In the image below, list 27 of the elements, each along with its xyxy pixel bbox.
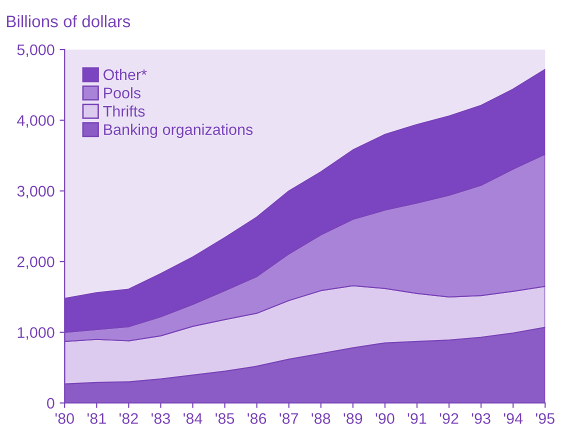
y-tick-label: 2,000 xyxy=(17,256,54,270)
y-tick-label: 3,000 xyxy=(17,186,54,198)
y-tick-label: 1,000 xyxy=(18,327,54,340)
x-tick-label: '90 xyxy=(376,413,394,424)
y-axis-title: Billions of dollars xyxy=(6,15,130,28)
x-tick-label: '93 xyxy=(472,413,490,424)
legend-label: Pools xyxy=(104,87,140,98)
x-tick-label: '94 xyxy=(504,413,523,424)
x-tick-label: '80 xyxy=(55,413,74,424)
y-tick-label: 5,000 xyxy=(17,44,54,58)
x-tick-label: '86 xyxy=(248,413,266,424)
legend-label: Thrifts xyxy=(103,105,145,117)
x-tick-label: '84 xyxy=(184,413,202,424)
x-tick-label: '82 xyxy=(120,413,138,424)
legend-label: Banking organizations xyxy=(104,124,253,138)
x-tick-label: '91 xyxy=(408,413,426,424)
x-tick-label: '81 xyxy=(87,413,106,424)
legend-label: Other* xyxy=(104,68,147,80)
x-tick-label: '85 xyxy=(216,413,234,424)
y-tick-label: 0 xyxy=(47,398,54,409)
x-tick-label: '95 xyxy=(536,413,554,424)
x-tick-label: '83 xyxy=(152,413,170,424)
x-tick-label: '92 xyxy=(440,413,458,424)
x-tick-label: '89 xyxy=(344,413,362,424)
y-tick-label: 4,000 xyxy=(17,115,54,128)
x-tick-label: '88 xyxy=(312,413,330,424)
x-tick-label: '87 xyxy=(280,413,298,424)
